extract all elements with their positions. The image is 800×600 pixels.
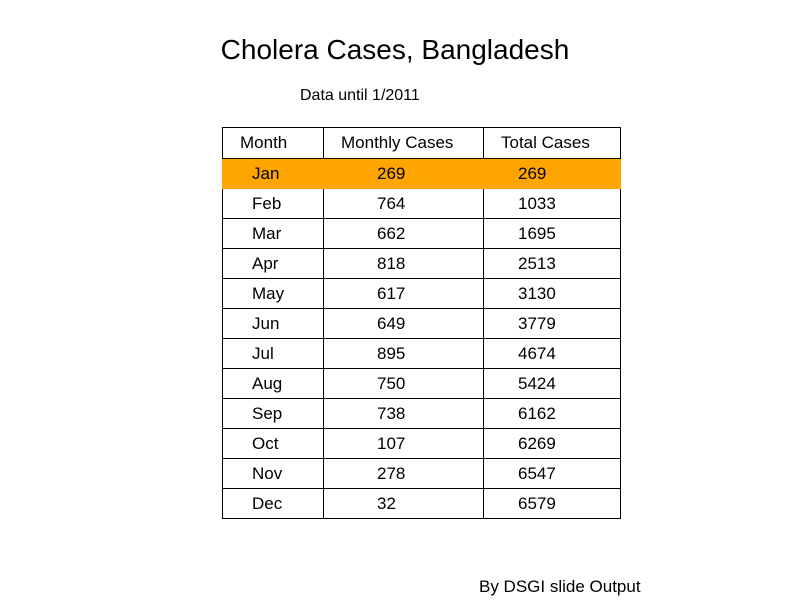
cell-total-cases: 6579 bbox=[483, 488, 621, 519]
cell-month: Oct bbox=[222, 428, 324, 459]
table-row: Aug 750 5424 bbox=[222, 368, 621, 399]
cell-monthly-cases: 662 bbox=[323, 218, 484, 249]
cell-month: Jul bbox=[222, 338, 324, 369]
table-row: Jul 895 4674 bbox=[222, 338, 621, 369]
table-row-highlighted: Jan 269 269 bbox=[222, 158, 621, 189]
footer-credit: By DSGI slide Output bbox=[479, 577, 641, 596]
cell-month: Jun bbox=[222, 308, 324, 339]
cell-monthly-cases: 895 bbox=[323, 338, 484, 369]
cell-monthly-cases: 738 bbox=[323, 398, 484, 429]
cell-month: Nov bbox=[222, 458, 324, 489]
table-row: Feb 764 1033 bbox=[222, 188, 621, 219]
cell-month: Apr bbox=[222, 248, 324, 279]
cell-monthly-cases: 269 bbox=[323, 158, 484, 189]
cell-total-cases: 1695 bbox=[483, 218, 621, 249]
cell-total-cases: 3779 bbox=[483, 308, 621, 339]
cell-total-cases: 6269 bbox=[483, 428, 621, 459]
chart-title: Cholera Cases, Bangladesh bbox=[220, 34, 570, 65]
cell-total-cases: 3130 bbox=[483, 278, 621, 309]
cell-monthly-cases: 617 bbox=[323, 278, 484, 309]
cell-month: Aug bbox=[222, 368, 324, 399]
cell-monthly-cases: 818 bbox=[323, 248, 484, 279]
cell-month: Feb bbox=[222, 188, 324, 219]
header-total-cases: Total Cases bbox=[483, 127, 621, 159]
cell-monthly-cases: 32 bbox=[323, 488, 484, 519]
table-row: Apr 818 2513 bbox=[222, 248, 621, 279]
cell-total-cases: 6162 bbox=[483, 398, 621, 429]
table-row: Jun 649 3779 bbox=[222, 308, 621, 339]
cell-monthly-cases: 750 bbox=[323, 368, 484, 399]
table-row: Mar 662 1695 bbox=[222, 218, 621, 249]
table-header-row: Month Monthly Cases Total Cases bbox=[222, 127, 621, 159]
cell-month: Sep bbox=[222, 398, 324, 429]
cases-table: Month Monthly Cases Total Cases Jan 269 … bbox=[222, 127, 621, 519]
table-row: May 617 3130 bbox=[222, 278, 621, 309]
table-row: Dec 32 6579 bbox=[222, 488, 621, 519]
cell-month: May bbox=[222, 278, 324, 309]
table-row: Sep 738 6162 bbox=[222, 398, 621, 429]
cell-monthly-cases: 764 bbox=[323, 188, 484, 219]
cell-monthly-cases: 278 bbox=[323, 458, 484, 489]
cell-total-cases: 6547 bbox=[483, 458, 621, 489]
table-row: Oct 107 6269 bbox=[222, 428, 621, 459]
table-body: Month Monthly Cases Total Cases Jan 269 … bbox=[222, 127, 621, 519]
cell-total-cases: 5424 bbox=[483, 368, 621, 399]
cell-month: Dec bbox=[222, 488, 324, 519]
cell-total-cases: 2513 bbox=[483, 248, 621, 279]
cell-total-cases: 4674 bbox=[483, 338, 621, 369]
cell-total-cases: 269 bbox=[483, 158, 621, 189]
header-month: Month bbox=[222, 127, 324, 159]
chart-subtitle: Data until 1/2011 bbox=[300, 87, 420, 104]
cell-month: Mar bbox=[222, 218, 324, 249]
header-monthly-cases: Monthly Cases bbox=[323, 127, 484, 159]
cell-monthly-cases: 649 bbox=[323, 308, 484, 339]
table-row: Nov 278 6547 bbox=[222, 458, 621, 489]
cell-monthly-cases: 107 bbox=[323, 428, 484, 459]
cell-total-cases: 1033 bbox=[483, 188, 621, 219]
cell-month: Jan bbox=[222, 158, 324, 189]
